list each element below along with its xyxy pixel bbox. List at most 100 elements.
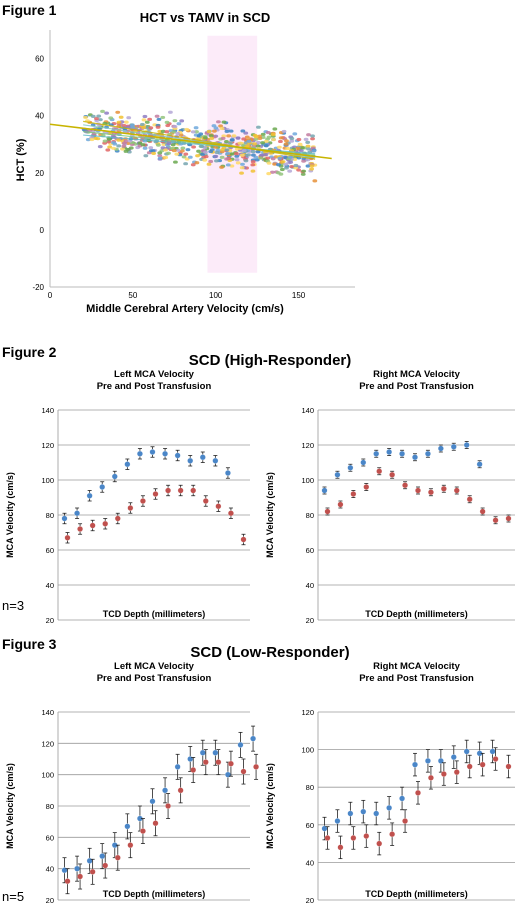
scatter-point [116,144,122,148]
scatter-point [164,120,170,125]
scatter-point [289,136,295,141]
scatter-point [305,140,311,144]
scatter-point [199,144,205,149]
scatter-point [85,138,91,142]
scatter-point [310,137,315,141]
data-point [111,473,118,480]
scatter-point [234,158,240,162]
series-pre [61,446,231,525]
scatter-point [121,141,127,145]
data-point [453,769,460,776]
y-tick-label: -20 [32,283,44,292]
scatter-point [104,111,110,115]
scatter-point [297,142,303,146]
scatter-point [137,141,143,145]
data-point [440,771,447,777]
scatter-point [251,153,256,157]
y-tick-label: 80 [46,802,54,811]
data-point [224,470,231,476]
y-tick-label: 40 [306,581,314,590]
scatter-point [157,156,163,160]
data-point [334,471,341,478]
scatter-point [142,146,148,150]
scatter-point [284,139,289,143]
scatter-point [151,151,157,155]
scatter-point [213,126,219,130]
scatter-point [141,125,147,130]
data-point [202,498,209,504]
scatter-point [250,150,256,154]
scatter-point [208,149,214,154]
y-tick-label: 20 [46,616,54,625]
scatter-point [309,164,315,168]
scatter-point [234,154,240,158]
data-point [389,471,396,478]
scatter-point [292,132,298,136]
scatter-point [160,115,166,120]
scatter-point [253,137,259,141]
data-point [99,853,106,860]
scatter-point [224,139,229,144]
y-axis-label: MCA Velocity (cm/s) [265,763,275,849]
scatter-point [202,158,208,162]
scatter-point [250,169,256,173]
scatter-point [106,140,112,144]
scatter-point [147,117,153,121]
scatter-point [239,153,245,157]
scatter-point [126,116,132,120]
y-axis-label: HCT (%) [15,138,27,181]
y-tick-label: 60 [306,546,314,555]
scatter-point [269,170,275,174]
figure-3-title: SCD (Low-Responder) [190,644,350,661]
scatter-point [196,149,201,153]
scatter-point [224,129,230,133]
scatter-point [263,139,269,144]
scatter-point [129,123,135,127]
scatter-point [121,144,127,148]
scatter-point [255,144,261,148]
scatter-point [89,137,95,142]
series-pre [61,725,257,884]
data-point [202,759,209,766]
y-tick-label: 100 [41,476,54,485]
data-point [386,804,393,811]
scatter-point [278,136,284,140]
scatter-point [208,134,214,138]
data-point [350,835,357,841]
series-post [324,747,512,860]
data-point [489,748,496,755]
scatter-point [173,160,178,164]
scatter-point [280,160,286,164]
scatter-point [160,129,166,133]
data-point [64,878,71,885]
scatter-point [227,141,233,146]
data-point [199,454,206,461]
scatter-point [187,155,193,159]
scatter-point [143,154,149,158]
scatter-point [288,160,294,164]
scatter-point [170,143,176,147]
y-tick-label: 120 [301,708,314,717]
scatter-point [224,157,229,161]
scatter-point [306,147,311,151]
scatter-point [259,153,265,157]
scatter-point [90,114,96,119]
data-point [321,487,328,494]
scatter-point [157,153,163,158]
scatter-point [94,117,99,121]
scatter-point [120,147,125,151]
data-point [412,761,418,768]
data-point [440,485,447,492]
data-point [479,508,486,515]
scatter-point [287,169,293,173]
scatter-point [265,130,271,135]
scatter-point [312,179,318,183]
data-point [240,768,247,775]
data-point [402,818,409,824]
scatter-point [107,145,113,149]
scatter-point [206,129,212,134]
scatter-point [100,109,105,114]
scatter-point [216,120,221,124]
y-tick-label: 20 [306,896,314,905]
y-tick-label: 100 [41,771,54,780]
